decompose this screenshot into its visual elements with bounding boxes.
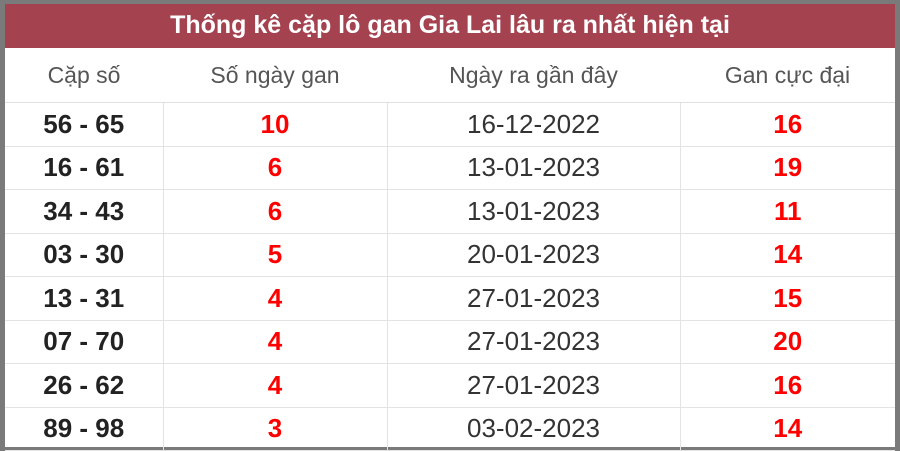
last-date-cell: 13-01-2023 [386,145,681,190]
last-date-cell: 13-01-2023 [386,189,681,234]
max-gan-cell: 20 [679,319,895,364]
last-date-cell: 20-01-2023 [386,232,681,277]
table-row: 03 - 30 5 20-01-2023 14 [5,232,895,277]
max-gan-cell: 14 [679,232,895,277]
table-row: 26 - 62 4 27-01-2023 16 [5,363,895,408]
pair-cell: 56 - 65 [5,102,164,147]
days-cell: 6 [162,145,388,190]
last-date-cell: 27-01-2023 [386,276,681,321]
max-gan-cell: 16 [679,102,895,147]
header-row: Cặp số Số ngày gan Ngày ra gần đây Gan c… [5,48,895,103]
pair-cell: 07 - 70 [5,319,164,364]
max-gan-cell: 11 [679,189,895,234]
days-cell: 6 [162,189,388,234]
col-header-last-date: Ngày ra gần đây [387,48,680,103]
days-cell: 5 [162,232,388,277]
max-gan-cell: 16 [679,363,895,408]
days-cell: 4 [162,363,388,408]
panel-title: Thống kê cặp lô gan Gia Lai lâu ra nhất … [5,4,895,48]
last-date-cell: 16-12-2022 [386,102,681,147]
days-cell: 3 [162,406,388,451]
last-date-cell: 03-02-2023 [386,406,681,451]
col-header-days: Số ngày gan [163,48,387,103]
pair-cell: 34 - 43 [5,189,164,234]
table-row: 89 - 98 3 03-02-2023 14 [5,406,895,451]
max-gan-cell: 15 [679,276,895,321]
table-row: 07 - 70 4 27-01-2023 20 [5,319,895,364]
table-row: 16 - 61 6 13-01-2023 19 [5,145,895,190]
table-row: 34 - 43 6 13-01-2023 11 [5,189,895,234]
col-header-pair: Cặp số [5,48,163,103]
days-cell: 10 [162,102,388,147]
pair-cell: 26 - 62 [5,363,164,408]
pair-cell: 03 - 30 [5,232,164,277]
pair-cell: 16 - 61 [5,145,164,190]
max-gan-cell: 14 [679,406,895,451]
pair-cell: 89 - 98 [5,406,164,451]
last-date-cell: 27-01-2023 [386,319,681,364]
days-cell: 4 [162,276,388,321]
days-cell: 4 [162,319,388,364]
lo-gan-table: Cặp số Số ngày gan Ngày ra gần đây Gan c… [5,48,895,451]
col-header-max-gan: Gan cực đại [680,48,895,103]
table-row: 56 - 65 10 16-12-2022 16 [5,102,895,147]
table-row: 13 - 31 4 27-01-2023 15 [5,276,895,321]
max-gan-cell: 19 [679,145,895,190]
pair-cell: 13 - 31 [5,276,164,321]
last-date-cell: 27-01-2023 [386,363,681,408]
stats-panel: Thống kê cặp lô gan Gia Lai lâu ra nhất … [5,4,895,451]
